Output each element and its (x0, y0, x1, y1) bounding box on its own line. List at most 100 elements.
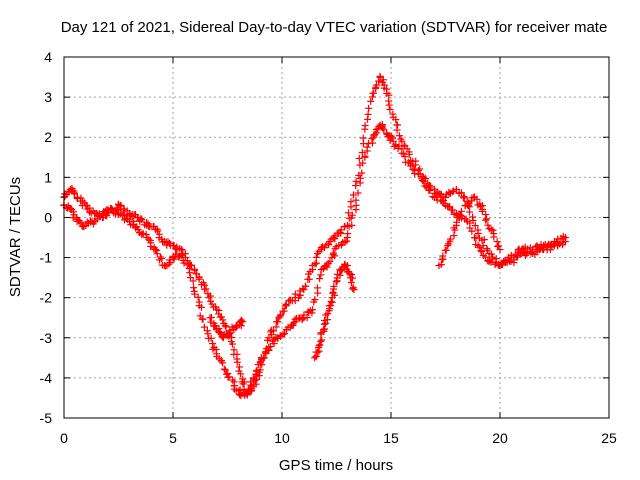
data-point (239, 380, 247, 388)
data-point (349, 274, 357, 282)
data-point (303, 314, 311, 322)
data-point (358, 169, 366, 177)
data-point (484, 221, 492, 229)
data-point (207, 318, 215, 326)
chart-title: Day 121 of 2021, Sidereal Day-to-day VTE… (61, 19, 608, 36)
data-points (60, 72, 569, 400)
axis-ticks: 0 5 10 15 20 25 -5 -4 -3 -2 -1 0 1 2 3 4 (40, 49, 617, 446)
data-point (369, 89, 377, 97)
data-point (311, 296, 319, 304)
data-point (222, 323, 230, 331)
data-point (274, 318, 282, 326)
data-point (483, 215, 491, 223)
data-point (457, 189, 465, 197)
data-point (472, 234, 480, 242)
x-tick-label: 25 (601, 430, 617, 446)
data-point (489, 226, 497, 234)
data-point (291, 290, 299, 298)
data-point (156, 253, 164, 261)
data-point (468, 227, 476, 235)
data-point (309, 306, 317, 314)
data-point (137, 215, 145, 223)
data-point (364, 110, 372, 118)
data-point (487, 225, 495, 233)
data-point (372, 84, 380, 92)
data-point (489, 253, 497, 261)
data-point (359, 134, 367, 142)
data-point (467, 197, 475, 205)
data-point (248, 382, 256, 390)
data-point (291, 315, 299, 323)
data-point (349, 191, 357, 199)
data-point (325, 302, 333, 310)
data-point (202, 285, 210, 293)
data-point (414, 170, 422, 178)
data-point (145, 235, 153, 243)
data-point (352, 177, 360, 185)
data-point (380, 81, 388, 89)
data-point (205, 294, 213, 302)
data-point (191, 266, 199, 274)
data-point (195, 275, 203, 283)
data-point (330, 282, 338, 290)
data-point (122, 214, 130, 222)
data-point (183, 261, 191, 269)
data-point (238, 316, 246, 324)
data-point (363, 143, 371, 151)
data-point (494, 242, 502, 250)
data-point (521, 251, 529, 259)
data-point (398, 137, 406, 145)
data-point (191, 290, 199, 298)
data-point (127, 212, 135, 220)
data-point (252, 380, 260, 388)
data-point (348, 270, 356, 278)
data-point (326, 258, 334, 266)
data-point (228, 323, 236, 331)
data-point (457, 207, 465, 215)
data-point (260, 354, 268, 362)
data-point (337, 226, 345, 234)
data-point (211, 322, 219, 330)
data-point (450, 232, 458, 240)
data-point (348, 221, 356, 229)
data-point (361, 122, 369, 130)
data-point (348, 211, 356, 219)
data-point (455, 214, 463, 222)
data-point (108, 205, 116, 213)
data-point (311, 354, 319, 362)
data-point (490, 233, 498, 241)
y-tick-label: -1 (40, 250, 53, 266)
y-tick-label: 2 (44, 129, 52, 145)
x-tick-label: 20 (492, 430, 508, 446)
data-point (282, 300, 290, 308)
data-point (70, 189, 78, 197)
y-tick-label: -2 (40, 290, 53, 306)
data-point (411, 161, 419, 169)
data-point (358, 149, 366, 157)
data-point (253, 366, 261, 374)
data-point (197, 303, 205, 311)
data-point (157, 255, 165, 263)
data-point (347, 214, 355, 222)
data-point (250, 374, 258, 382)
data-point (393, 126, 401, 134)
data-point (477, 247, 485, 255)
y-tick-label: -4 (40, 370, 53, 386)
data-point (277, 311, 285, 319)
data-point (401, 153, 409, 161)
data-point (302, 282, 310, 290)
data-point (478, 207, 486, 215)
y-tick-label: -3 (40, 330, 53, 346)
data-point (373, 81, 381, 89)
data-point (497, 259, 505, 267)
data-point (376, 72, 384, 80)
data-point (460, 194, 468, 202)
data-point (478, 248, 486, 256)
data-point (453, 218, 461, 226)
data-point (77, 219, 85, 227)
data-point (409, 165, 417, 173)
data-point (344, 230, 352, 238)
data-point (311, 260, 319, 268)
data-point (319, 326, 327, 334)
